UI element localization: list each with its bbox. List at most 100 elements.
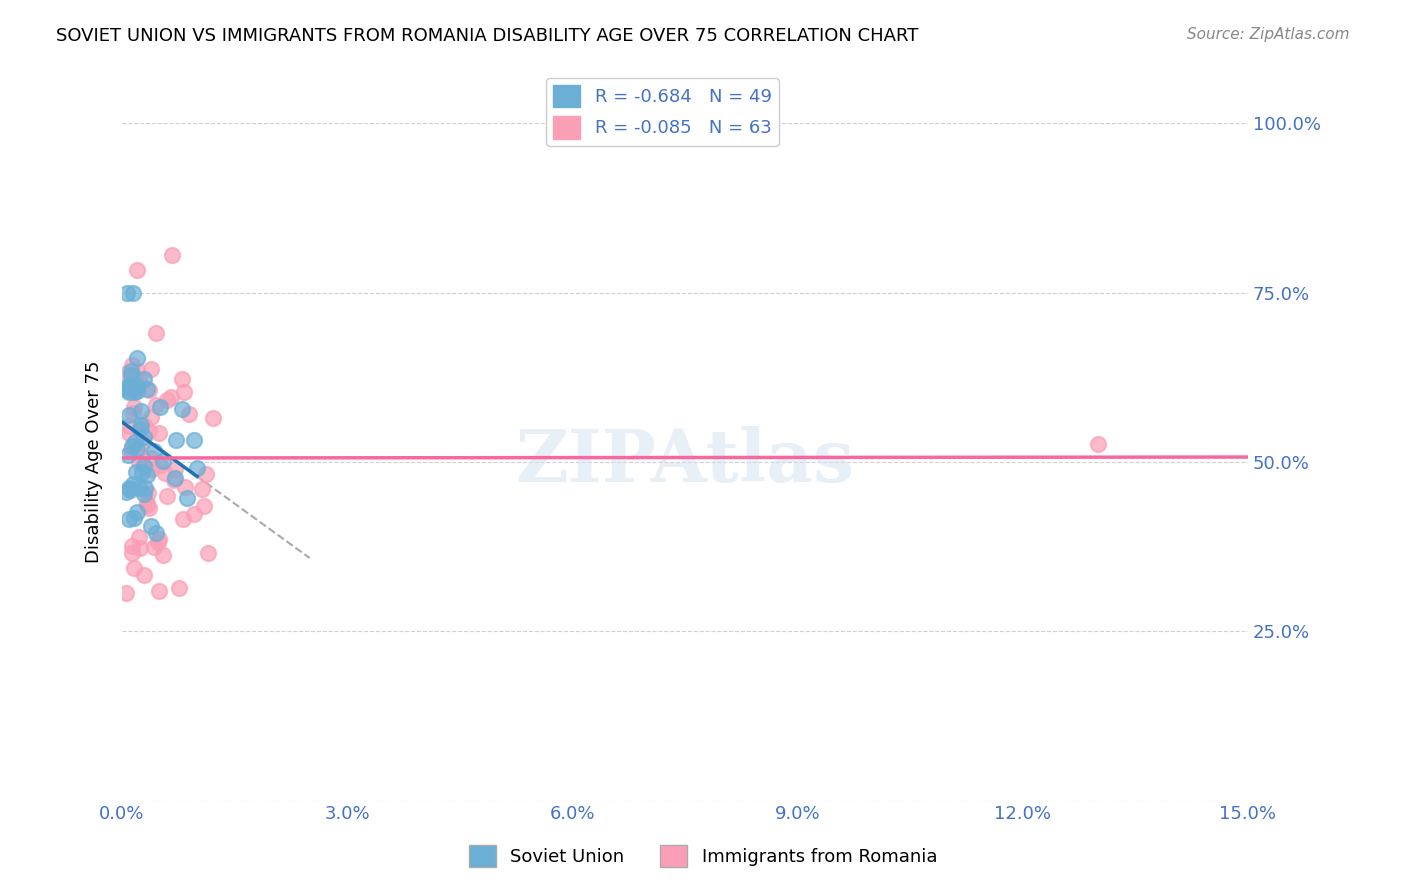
Point bbox=[125, 384, 148, 399]
Point bbox=[118, 418, 141, 433]
Point bbox=[163, 462, 186, 476]
Point bbox=[165, 434, 187, 448]
Point bbox=[153, 466, 176, 480]
Point bbox=[138, 486, 160, 500]
Point bbox=[139, 409, 162, 424]
Point bbox=[121, 439, 143, 453]
Point bbox=[172, 512, 194, 526]
Point bbox=[132, 430, 155, 444]
Point bbox=[139, 450, 162, 465]
Point bbox=[173, 385, 195, 400]
Point bbox=[134, 568, 156, 582]
Point bbox=[122, 511, 145, 525]
Point bbox=[141, 462, 163, 476]
Point bbox=[152, 454, 174, 468]
Point bbox=[160, 391, 183, 405]
Point bbox=[115, 585, 138, 599]
Point bbox=[149, 458, 172, 472]
Point bbox=[121, 285, 143, 300]
Point bbox=[134, 481, 156, 495]
Point bbox=[115, 381, 138, 395]
Point bbox=[128, 481, 150, 495]
Point bbox=[118, 512, 141, 526]
Point bbox=[163, 473, 186, 487]
Point bbox=[131, 403, 153, 417]
Point bbox=[194, 467, 217, 482]
Point bbox=[176, 491, 198, 505]
Point bbox=[132, 372, 155, 386]
Point bbox=[186, 461, 208, 475]
Point bbox=[125, 363, 148, 377]
Point bbox=[128, 455, 150, 469]
Point bbox=[145, 526, 167, 541]
Point bbox=[121, 477, 143, 491]
Point bbox=[118, 378, 141, 392]
Point bbox=[120, 368, 142, 383]
Point bbox=[125, 505, 148, 519]
Point bbox=[148, 425, 170, 440]
Text: SOVIET UNION VS IMMIGRANTS FROM ROMANIA DISABILITY AGE OVER 75 CORRELATION CHART: SOVIET UNION VS IMMIGRANTS FROM ROMANIA … bbox=[56, 27, 918, 45]
Point bbox=[197, 546, 219, 560]
Point bbox=[118, 385, 141, 400]
Point bbox=[141, 361, 163, 376]
Point bbox=[145, 398, 167, 412]
Point bbox=[1087, 437, 1109, 451]
Point bbox=[136, 498, 159, 512]
Point bbox=[131, 450, 153, 465]
Point bbox=[131, 434, 153, 449]
Point bbox=[163, 471, 186, 485]
Point bbox=[146, 535, 169, 549]
Point bbox=[152, 548, 174, 562]
Point bbox=[124, 384, 146, 398]
Point bbox=[148, 533, 170, 547]
Point bbox=[128, 372, 150, 386]
Point bbox=[136, 468, 159, 483]
Point bbox=[193, 499, 215, 513]
Point bbox=[191, 482, 214, 496]
Point bbox=[121, 358, 143, 372]
Point bbox=[138, 500, 160, 515]
Point bbox=[132, 486, 155, 500]
Point bbox=[122, 384, 145, 398]
Point bbox=[145, 326, 167, 341]
Point bbox=[118, 377, 141, 392]
Point bbox=[135, 383, 157, 397]
Point bbox=[121, 539, 143, 553]
Point bbox=[120, 443, 142, 458]
Point bbox=[131, 465, 153, 479]
Point bbox=[162, 247, 184, 261]
Point bbox=[124, 384, 146, 399]
Text: ZIPAtlas: ZIPAtlas bbox=[516, 426, 855, 498]
Point bbox=[148, 583, 170, 598]
Point bbox=[129, 541, 152, 555]
Legend: R = -0.684   N = 49, R = -0.085   N = 63: R = -0.684 N = 49, R = -0.085 N = 63 bbox=[546, 78, 779, 145]
Y-axis label: Disability Age Over 75: Disability Age Over 75 bbox=[86, 360, 103, 563]
Point bbox=[136, 495, 159, 509]
Point bbox=[118, 425, 141, 440]
Point bbox=[132, 458, 155, 473]
Point bbox=[124, 370, 146, 384]
Point bbox=[138, 424, 160, 438]
Point bbox=[141, 519, 163, 533]
Point bbox=[115, 383, 138, 397]
Point bbox=[202, 410, 225, 425]
Point bbox=[115, 485, 138, 500]
Point bbox=[124, 434, 146, 449]
Point bbox=[183, 508, 205, 522]
Point bbox=[118, 481, 141, 495]
Point bbox=[122, 560, 145, 574]
Point bbox=[177, 407, 200, 421]
Point bbox=[115, 285, 138, 300]
Text: Source: ZipAtlas.com: Source: ZipAtlas.com bbox=[1187, 27, 1350, 42]
Point bbox=[128, 530, 150, 544]
Point bbox=[124, 465, 146, 479]
Point bbox=[183, 433, 205, 447]
Point bbox=[142, 540, 165, 554]
Point bbox=[118, 483, 141, 497]
Point bbox=[121, 546, 143, 560]
Point bbox=[117, 448, 139, 462]
Point bbox=[174, 480, 197, 494]
Point bbox=[124, 400, 146, 414]
Point bbox=[128, 422, 150, 436]
Point bbox=[118, 408, 141, 422]
